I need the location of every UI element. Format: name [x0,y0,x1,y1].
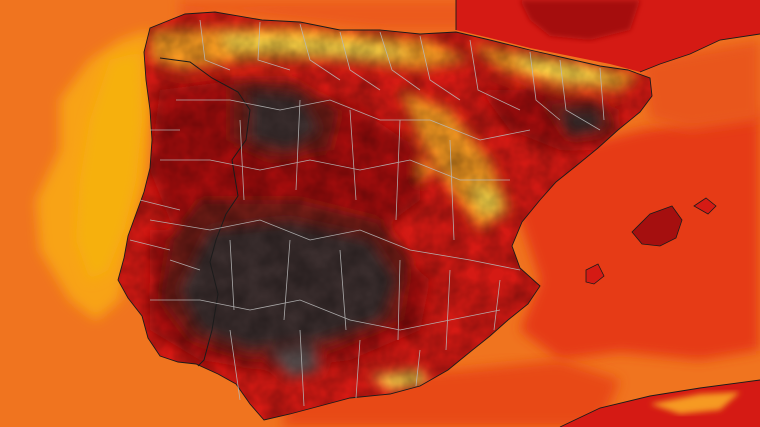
ibiza-island [585,263,605,285]
province-borders [129,19,605,407]
atlantic-coolest-zone [76,52,142,280]
balearic-islands [585,197,717,285]
biscay-sea [180,0,470,30]
france-hot-area [520,0,640,40]
coastline [117,11,653,421]
iberian-peninsula [118,12,652,420]
spain-portugal-border [159,57,251,367]
africa-coastline [559,379,760,427]
northern-med-sea [640,40,760,130]
majorca-island [631,205,683,247]
minorca-island [693,197,717,215]
north-africa-mountains [650,392,740,414]
france-coastline [455,0,760,73]
